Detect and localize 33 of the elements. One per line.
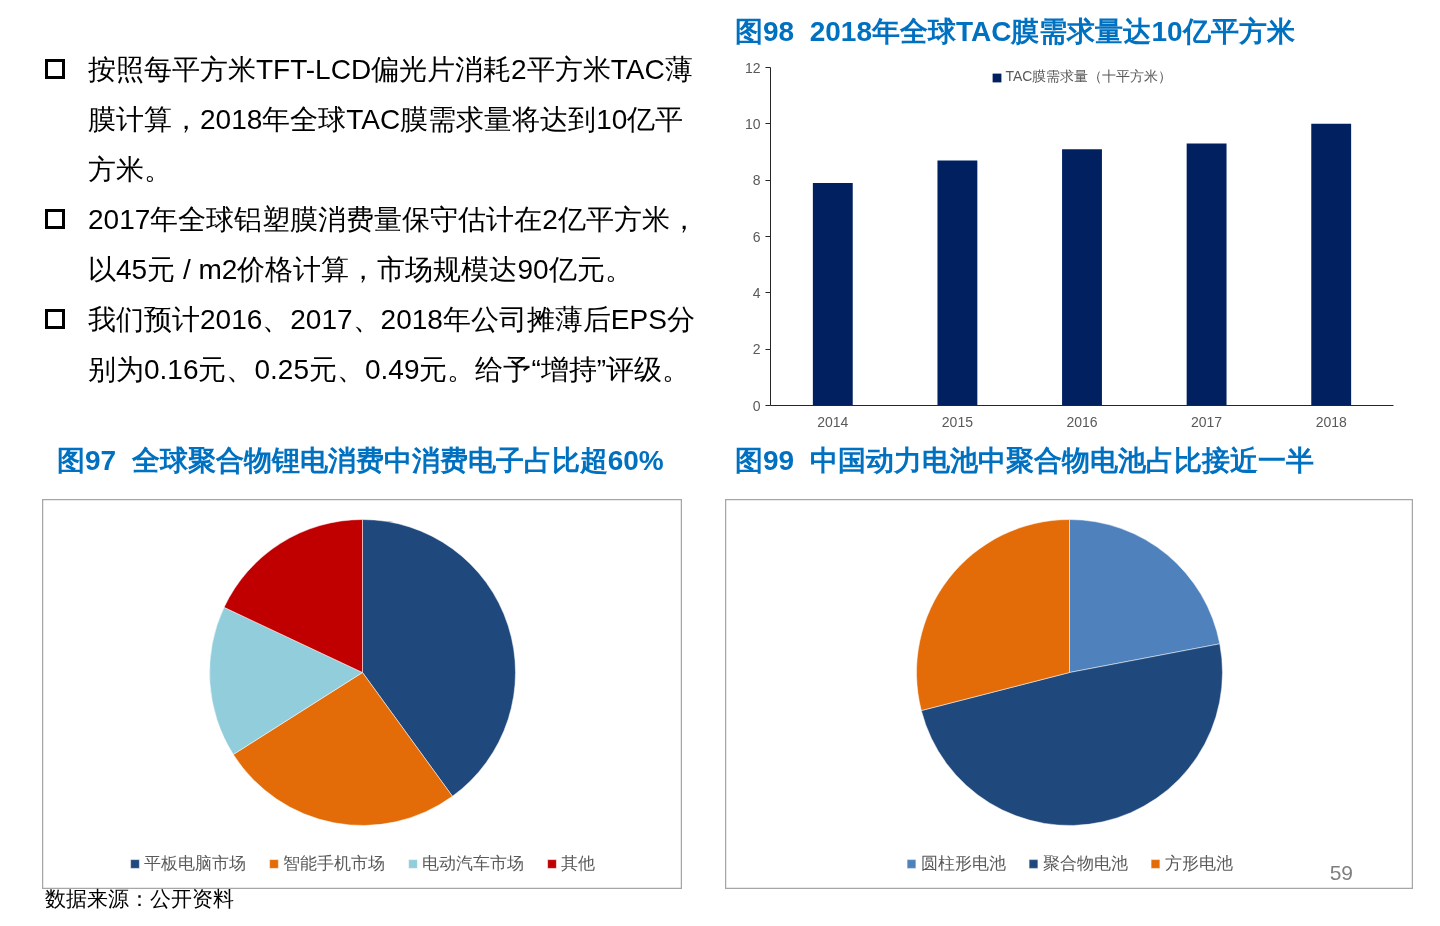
y-tick-label: 8 — [752, 172, 761, 189]
y-tick-label: 4 — [752, 284, 761, 301]
text: 2017年全球铝塑膜消费量保守估计在2亿平方米，以45元 / m2价格计算，市场规模达90亿元。 — [88, 203, 699, 287]
chart-title: 图97 全球聚合物锂电消费中消费电子占比超60% — [56, 444, 664, 478]
legend-label: 圆柱形电池 — [920, 853, 1006, 875]
legend-label: 聚合物电池 — [1042, 853, 1128, 875]
source-note: 数据来源：公开资料 — [45, 886, 235, 912]
x-tick-label: 2017 — [1191, 413, 1223, 430]
legend-label: 方形电池 — [1164, 853, 1233, 875]
x-tick-label: 2014 — [817, 413, 849, 430]
legend-label: 平板电脑市场 — [144, 853, 246, 875]
bar — [1062, 149, 1102, 406]
bar — [1311, 123, 1352, 406]
y-tick-label: 12 — [744, 59, 761, 76]
x-tick-label: 2015 — [941, 413, 974, 430]
y-tick-label: 2 — [752, 341, 761, 358]
chart-title: 图98 2018年全球TAC膜需求量达10亿平方米 — [734, 15, 1295, 49]
x-tick-label: 2016 — [1066, 413, 1098, 430]
legend-label: TAC膜需求量（十平方米） — [1005, 68, 1173, 86]
text: 59 — [1329, 861, 1353, 884]
bar — [812, 182, 853, 406]
text: 按照每平方米TFT-LCD偏光片消耗2平方米TAC薄膜计算，2018年全球TAC膜需求量将达到10亿平方米。 — [88, 53, 694, 187]
x-tick-label: 2018 — [1315, 413, 1347, 430]
legend-label: 智能手机市场 — [283, 853, 385, 875]
text: 我们预计2016、2017、2018年公司摊薄后EPS分别为0.16元、0.25元、0.49元。给予“增持”评级。 — [88, 303, 696, 387]
bar — [937, 160, 978, 406]
legend-label: 其他 — [561, 853, 595, 875]
y-tick-label: 10 — [744, 115, 761, 132]
legend-label: 电动汽车市场 — [422, 853, 524, 875]
y-tick-label: 0 — [752, 397, 761, 414]
y-tick-label: 6 — [752, 228, 761, 245]
bar — [1186, 143, 1227, 406]
chart-title: 图99 中国动力电池中聚合物电池占比接近一半 — [734, 444, 1314, 478]
